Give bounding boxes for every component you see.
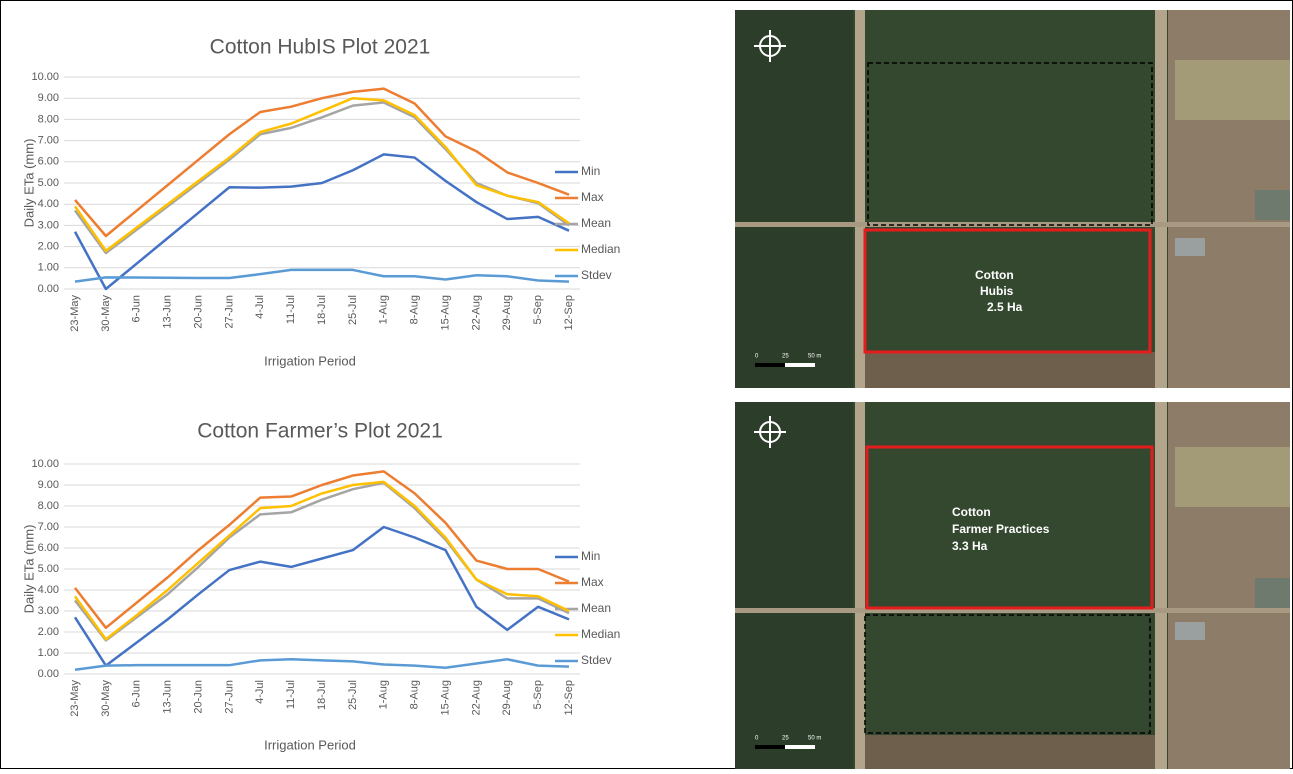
satellite-image: Cotton Farmer Practices 3.3 Ha 0 25 50 m: [735, 402, 1290, 769]
legend-label: Stdev: [581, 653, 612, 667]
y-tick-label: 4.00: [38, 584, 59, 596]
y-tick-label: 9.00: [38, 479, 59, 491]
y-tick-label: 5.00: [38, 563, 59, 575]
y-axis-label: Daily ETa (mm): [21, 139, 36, 228]
x-tick-label: 8-Aug: [409, 295, 421, 324]
scale-label: 50 m: [808, 354, 821, 360]
x-tick-label: 4-Jul: [254, 680, 266, 704]
x-tick-label: 12-Sep: [563, 680, 575, 715]
image-label: Cotton: [952, 505, 991, 519]
x-axis-label: Irrigation Period: [264, 737, 356, 752]
x-tick-label: 15-Aug: [439, 680, 451, 715]
y-tick-label: 8.00: [38, 500, 59, 512]
y-tick-label: 6.00: [38, 542, 59, 554]
legend-label: Max: [581, 575, 604, 589]
x-tick-label: 22-Aug: [470, 680, 482, 715]
scale-label: 50 m: [808, 736, 821, 742]
y-tick-label: 1.00: [38, 262, 59, 274]
x-tick-label: 11-Jul: [285, 295, 297, 324]
image-label: Hubis: [980, 284, 1014, 298]
y-tick-label: 10.00: [31, 458, 59, 470]
x-tick-label: 20-Jun: [192, 680, 204, 714]
x-tick-label: 27-Jun: [223, 295, 235, 329]
y-tick-label: 0.00: [38, 283, 59, 295]
y-tick-label: 3.00: [38, 605, 59, 617]
legend-label: Max: [581, 190, 604, 204]
legend-label: Min: [581, 164, 600, 178]
x-tick-label: 25-Jul: [347, 295, 359, 325]
x-tick-label: 1-Aug: [378, 295, 390, 324]
y-tick-label: 9.00: [38, 92, 59, 104]
legend-label: Mean: [581, 601, 611, 615]
y-tick-label: 3.00: [38, 219, 59, 231]
x-tick-label: 18-Jul: [316, 295, 328, 325]
image-label: 2.5 Ha: [987, 300, 1023, 314]
x-tick-label: 1-Aug: [378, 680, 390, 709]
satellite-image: Cotton Hubis 2.5 Ha 0 25 50 m: [735, 10, 1290, 388]
y-tick-label: 2.00: [38, 241, 59, 253]
y-axis-label: Daily ETa (mm): [21, 525, 36, 614]
image-label: Farmer Practices: [952, 522, 1050, 536]
scale-label: 25: [782, 354, 789, 360]
x-tick-label: 22-Aug: [470, 295, 482, 330]
x-tick-label: 18-Jul: [316, 680, 328, 710]
x-tick-label: 30-May: [100, 680, 112, 717]
x-tick-label: 29-Aug: [501, 295, 513, 330]
chart-title: Cotton HubIS Plot 2021: [210, 36, 431, 59]
y-tick-label: 0.00: [38, 668, 59, 680]
y-tick-label: 6.00: [38, 156, 59, 168]
x-tick-label: 25-Jul: [347, 680, 359, 710]
y-tick-label: 7.00: [38, 135, 59, 147]
y-tick-label: 8.00: [38, 113, 59, 125]
x-tick-label: 13-Jun: [162, 295, 174, 329]
x-tick-label: 13-Jun: [162, 680, 174, 714]
x-tick-label: 23-May: [69, 295, 81, 332]
image-label: 3.3 Ha: [952, 539, 988, 553]
chart-title: Cotton Farmer’s Plot 2021: [197, 420, 443, 443]
x-tick-label: 15-Aug: [439, 295, 451, 330]
legend-label: Stdev: [581, 268, 612, 282]
y-tick-label: 5.00: [38, 177, 59, 189]
x-tick-label: 12-Sep: [563, 295, 575, 330]
scale-label: 25: [782, 736, 789, 742]
image-label: Cotton: [975, 268, 1014, 282]
x-axis-label: Irrigation Period: [264, 353, 356, 368]
y-tick-label: 2.00: [38, 626, 59, 638]
x-tick-label: 29-Aug: [501, 680, 513, 715]
x-tick-label: 20-Jun: [192, 295, 204, 329]
x-tick-label: 30-May: [100, 295, 112, 332]
x-tick-label: 6-Jun: [131, 295, 143, 323]
legend-label: Mean: [581, 216, 611, 230]
x-tick-label: 23-May: [69, 680, 81, 717]
legend-label: Median: [581, 242, 620, 256]
x-tick-label: 5-Sep: [532, 295, 544, 324]
legend-label: Min: [581, 549, 600, 563]
y-tick-label: 7.00: [38, 521, 59, 533]
y-tick-label: 1.00: [38, 647, 59, 659]
y-tick-label: 10.00: [31, 71, 59, 83]
x-tick-label: 6-Jun: [131, 680, 143, 708]
legend-label: Median: [581, 627, 620, 641]
page: Cotton Hubis 2.5 Ha 0 25 50 m Cotton Far…: [0, 0, 1293, 769]
x-tick-label: 5-Sep: [532, 680, 544, 709]
x-tick-label: 11-Jul: [285, 680, 297, 709]
x-tick-label: 27-Jun: [223, 680, 235, 714]
y-tick-label: 4.00: [38, 198, 59, 210]
x-tick-label: 8-Aug: [409, 680, 421, 709]
x-tick-label: 4-Jul: [254, 295, 266, 319]
